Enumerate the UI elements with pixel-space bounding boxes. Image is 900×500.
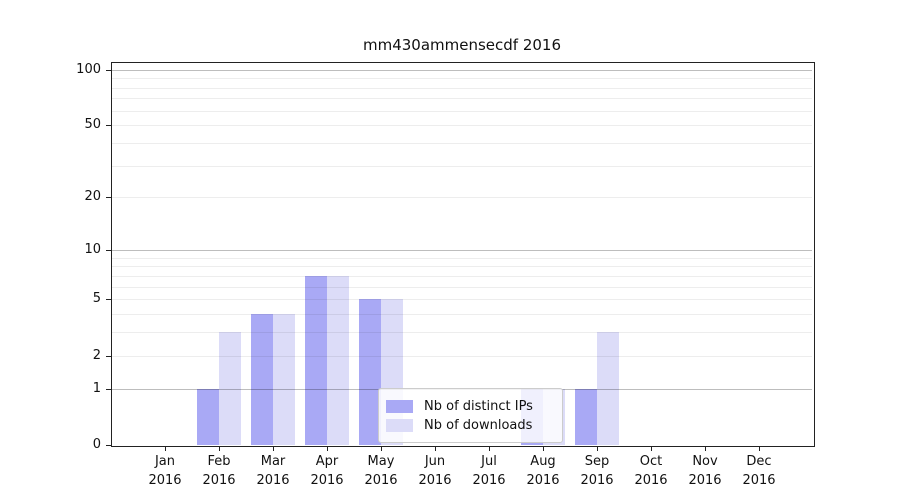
x-tick-month: Jan — [154, 454, 176, 469]
bar-distinct-ips-apr — [305, 275, 327, 445]
y-tick-mark — [106, 69, 111, 71]
y-tick-label: 5 — [92, 291, 101, 307]
x-tick-mark — [380, 446, 382, 451]
x-tick-label: Dec 2016 — [727, 452, 791, 490]
chart-title: mm430ammensecdf 2016 — [362, 36, 562, 54]
x-tick-label: Aug 2016 — [511, 452, 575, 490]
x-tick-mark — [488, 446, 490, 451]
y-tick-mark — [106, 299, 111, 301]
x-tick-year: 2016 — [364, 473, 398, 488]
x-tick-label: Nov 2016 — [673, 452, 737, 490]
x-tick-mark — [164, 446, 166, 451]
x-tick-month: Dec — [746, 454, 772, 469]
x-tick-mark — [542, 446, 544, 451]
legend-label-distinct-ips: Nb of distinct IPs — [424, 399, 533, 414]
x-tick-month: Sep — [584, 454, 610, 469]
x-tick-mark — [758, 446, 760, 451]
y-tick-mark — [106, 197, 111, 199]
x-tick-year: 2016 — [256, 473, 290, 488]
x-tick-year: 2016 — [688, 473, 722, 488]
y-tick-label: 0 — [92, 437, 101, 452]
x-tick-mark — [704, 446, 706, 451]
x-tick-month: Oct — [639, 454, 663, 469]
bar-distinct-ips-mar — [251, 314, 273, 445]
bar-distinct-ips-feb — [197, 388, 219, 445]
y-tick-mark — [106, 388, 111, 390]
x-tick-month: Jun — [424, 454, 446, 469]
x-tick-mark — [272, 446, 274, 451]
x-tick-mark — [326, 446, 328, 451]
x-tick-month: Mar — [260, 454, 286, 469]
x-tick-label: Jan 2016 — [133, 452, 197, 490]
x-tick-month: Feb — [207, 454, 231, 469]
y-tick-mark — [106, 445, 111, 446]
bar-downloads-mar — [273, 314, 295, 445]
x-tick-mark — [218, 446, 220, 451]
x-tick-year: 2016 — [580, 473, 614, 488]
y-tick-label: 100 — [76, 61, 101, 77]
y-tick-label: 20 — [84, 189, 101, 205]
x-tick-year: 2016 — [148, 473, 182, 488]
bar-distinct-ips-may — [359, 299, 381, 445]
x-tick-label: Sep 2016 — [565, 452, 629, 490]
y-tick-mark — [106, 355, 111, 357]
x-tick-year: 2016 — [418, 473, 452, 488]
y-tick-mark — [106, 249, 111, 251]
x-tick-label: Oct 2016 — [619, 452, 683, 490]
x-tick-label: Feb 2016 — [187, 452, 251, 490]
bar-downloads-sep — [597, 332, 619, 445]
y-tick-label: 2 — [92, 347, 101, 363]
x-tick-label: Jul 2016 — [457, 452, 521, 490]
bar-downloads-apr — [327, 275, 349, 445]
y-tick-label: 1 — [92, 380, 101, 396]
bar-downloads-feb — [219, 332, 241, 445]
x-tick-mark — [434, 446, 436, 451]
x-tick-month: Aug — [530, 454, 556, 469]
x-tick-year: 2016 — [310, 473, 344, 488]
legend-swatch-downloads — [386, 419, 413, 432]
x-tick-month: Nov — [692, 454, 718, 469]
x-tick-year: 2016 — [472, 473, 506, 488]
x-tick-month: Jul — [481, 454, 497, 469]
y-tick-mark — [106, 125, 111, 127]
y-tick-label: 50 — [84, 117, 101, 133]
legend-label-downloads: Nb of downloads — [424, 418, 533, 433]
x-tick-mark — [650, 446, 652, 451]
x-tick-year: 2016 — [526, 473, 560, 488]
legend-item-downloads: Nb of downloads — [386, 416, 554, 435]
x-tick-year: 2016 — [634, 473, 668, 488]
x-tick-month: May — [367, 454, 395, 469]
x-tick-label: Apr 2016 — [295, 452, 359, 490]
x-tick-label: Mar 2016 — [241, 452, 305, 490]
legend: Nb of distinct IPs Nb of downloads — [378, 388, 563, 443]
x-tick-label: May 2016 — [349, 452, 413, 490]
x-tick-month: Apr — [315, 454, 339, 469]
bar-distinct-ips-sep — [575, 388, 597, 445]
x-tick-label: Jun 2016 — [403, 452, 467, 490]
x-tick-year: 2016 — [742, 473, 776, 488]
legend-item-distinct-ips: Nb of distinct IPs — [386, 397, 554, 416]
y-tick-label: 10 — [84, 241, 101, 257]
x-tick-mark — [596, 446, 598, 451]
legend-swatch-distinct-ips — [386, 400, 413, 413]
x-tick-year: 2016 — [202, 473, 236, 488]
